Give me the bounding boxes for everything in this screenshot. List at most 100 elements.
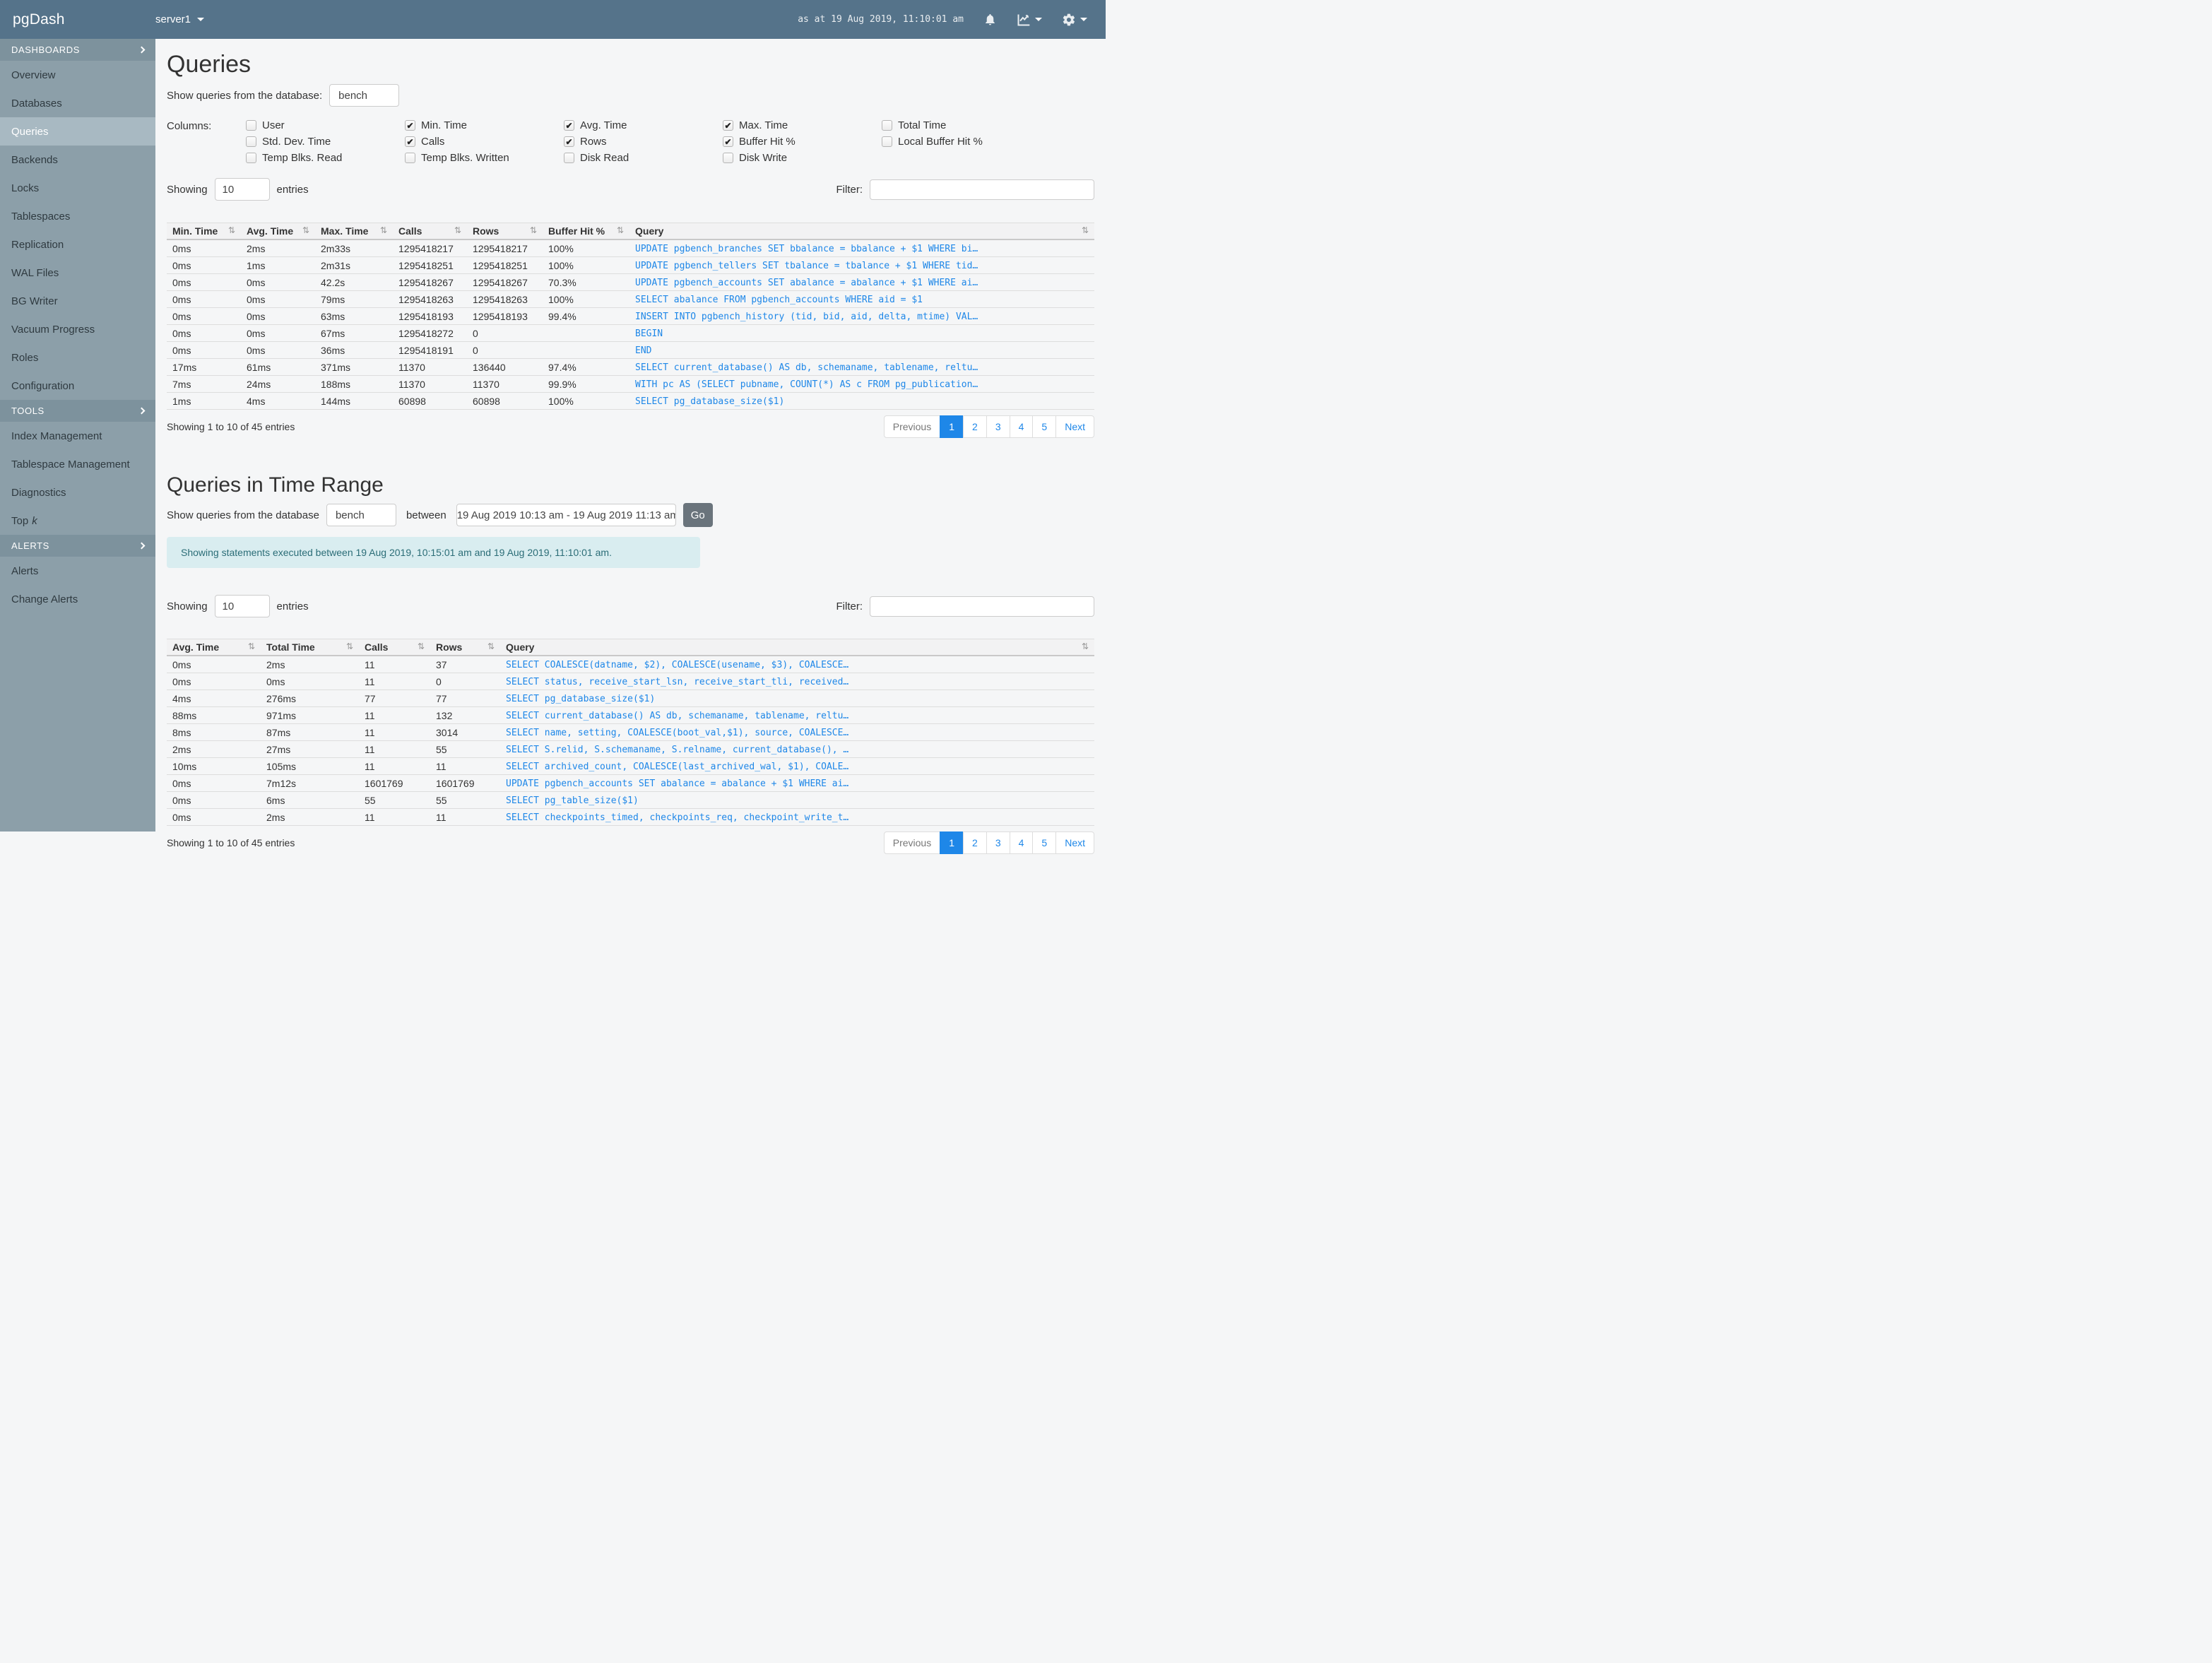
checkbox-box[interactable] — [882, 119, 892, 131]
col-header-query[interactable]: Query ⇅ — [500, 639, 1094, 656]
col-header-calls[interactable]: Calls ⇅ — [393, 223, 467, 240]
sort-icon[interactable]: ⇅ — [616, 225, 624, 235]
settings-menu-button[interactable] — [1062, 13, 1087, 27]
sidebar-item-configuration[interactable]: Configuration — [11, 379, 75, 392]
sidebar-item-diagnostics[interactable]: Diagnostics — [11, 486, 66, 499]
checkbox-disk-write[interactable]: Disk Write — [723, 152, 882, 164]
pagination-page-4[interactable]: 4 — [1009, 832, 1034, 854]
query-link[interactable]: SELECT current_database() AS db, scheman… — [635, 362, 978, 373]
sort-icon[interactable]: ⇅ — [1081, 225, 1089, 235]
checkbox-std-dev-time[interactable]: Std. Dev. Time — [246, 136, 405, 148]
col-header-query[interactable]: Query ⇅ — [629, 223, 1094, 240]
col-header-buffer-hit[interactable]: Buffer Hit % ⇅ — [543, 223, 629, 240]
checkbox-box[interactable]: ✔ — [405, 119, 415, 131]
sidebar-item-bg-writer[interactable]: BG Writer — [11, 295, 58, 307]
query-link[interactable]: SELECT S.relid, S.schemaname, S.relname,… — [506, 745, 849, 755]
sidebar-item-wal-files[interactable]: WAL Files — [11, 266, 59, 279]
filter-input[interactable] — [870, 596, 1094, 617]
pagination-previous[interactable]: Previous — [883, 832, 941, 854]
sort-icon[interactable]: ⇅ — [345, 641, 353, 651]
checkbox-box[interactable] — [564, 152, 574, 163]
sort-icon[interactable]: ⇅ — [417, 641, 425, 651]
pagination-page-3[interactable]: 3 — [986, 415, 1010, 438]
checkbox-box[interactable] — [723, 152, 733, 163]
sidebar-section-dashboards[interactable]: DASHBOARDS — [0, 39, 155, 61]
sidebar-item-replication[interactable]: Replication — [11, 238, 64, 251]
sidebar-item-overview[interactable]: Overview — [11, 69, 56, 81]
query-link[interactable]: SELECT COALESCE(datname, $2), COALESCE(u… — [506, 660, 849, 670]
page-size-input[interactable] — [214, 178, 270, 201]
pagination-page-3[interactable]: 3 — [986, 832, 1010, 854]
pagination-page-2[interactable]: 2 — [963, 832, 987, 854]
col-header-min-time[interactable]: Min. Time ⇅ — [167, 223, 241, 240]
pagination-page-5[interactable]: 5 — [1032, 415, 1057, 438]
checkbox-rows[interactable]: ✔ Rows — [564, 136, 723, 148]
query-link[interactable]: SELECT pg_table_size($1) — [506, 795, 639, 806]
pagination-page-1[interactable]: 1 — [940, 832, 964, 854]
sort-icon[interactable]: ⇅ — [247, 641, 255, 651]
checkbox-buffer-hit[interactable]: ✔ Buffer Hit % — [723, 136, 882, 148]
checkbox-temp-blks-read[interactable]: Temp Blks. Read — [246, 152, 405, 164]
server-selector[interactable]: server1 — [155, 13, 205, 25]
col-header-max-time[interactable]: Max. Time ⇅ — [315, 223, 393, 240]
checkbox-box[interactable] — [246, 136, 256, 147]
checkbox-box[interactable]: ✔ — [723, 136, 733, 147]
query-link[interactable]: WITH pc AS (SELECT pubname, COUNT(*) AS … — [635, 379, 978, 390]
sidebar-item-locks[interactable]: Locks — [11, 182, 40, 194]
col-header-rows[interactable]: Rows ⇅ — [467, 223, 543, 240]
pagination-next[interactable]: Next — [1055, 415, 1094, 438]
checkbox-user[interactable]: User — [246, 119, 405, 131]
sidebar-item-tablespace-management[interactable]: Tablespace Management — [11, 458, 130, 471]
pagination-page-2[interactable]: 2 — [963, 415, 987, 438]
charts-menu-button[interactable] — [1017, 13, 1042, 27]
query-link[interactable]: SELECT archived_count, COALESCE(last_arc… — [506, 762, 849, 772]
checkbox-avg-time[interactable]: ✔ Avg. Time — [564, 119, 723, 131]
pagination-page-4[interactable]: 4 — [1009, 415, 1034, 438]
query-link[interactable]: END — [635, 345, 652, 356]
col-header-avg-time[interactable]: Avg. Time ⇅ — [241, 223, 315, 240]
checkbox-box[interactable]: ✔ — [564, 119, 574, 131]
col-header-avg-time[interactable]: Avg. Time ⇅ — [167, 639, 261, 656]
pagination-page-5[interactable]: 5 — [1032, 832, 1057, 854]
query-link[interactable]: INSERT INTO pgbench_history (tid, bid, a… — [635, 312, 978, 322]
checkbox-box[interactable] — [405, 152, 415, 163]
checkbox-calls[interactable]: ✔ Calls — [405, 136, 564, 148]
query-link[interactable]: UPDATE pgbench_accounts SET abalance = a… — [635, 278, 978, 288]
sidebar-item-top-k[interactable]: Top k — [11, 514, 37, 527]
sidebar-item-roles[interactable]: Roles — [11, 351, 39, 364]
pagination-page-1[interactable]: 1 — [940, 415, 964, 438]
checkbox-box[interactable]: ✔ — [564, 136, 574, 147]
checkbox-disk-read[interactable]: Disk Read — [564, 152, 723, 164]
sort-icon[interactable]: ⇅ — [529, 225, 537, 235]
sidebar-item-backends[interactable]: Backends — [11, 153, 58, 166]
checkbox-box[interactable] — [246, 152, 256, 163]
checkbox-max-time[interactable]: ✔ Max. Time — [723, 119, 882, 131]
sidebar-item-vacuum-progress[interactable]: Vacuum Progress — [11, 323, 95, 336]
query-link[interactable]: SELECT pg_database_size($1) — [635, 396, 785, 407]
sidebar-item-queries[interactable]: Queries — [0, 117, 155, 146]
checkbox-local-buffer-hit[interactable]: Local Buffer Hit % — [882, 136, 1041, 148]
notifications-bell-button[interactable] — [983, 13, 997, 26]
query-link[interactable]: SELECT name, setting, COALESCE(boot_val,… — [506, 728, 849, 738]
sidebar-item-tablespaces[interactable]: Tablespaces — [11, 210, 71, 223]
checkbox-box[interactable] — [246, 119, 256, 131]
database-input[interactable] — [329, 84, 400, 107]
query-link[interactable]: BEGIN — [635, 329, 663, 339]
sort-icon[interactable]: ⇅ — [454, 225, 461, 235]
database-input-time-range[interactable] — [326, 504, 396, 526]
query-link[interactable]: UPDATE pgbench_accounts SET abalance = a… — [506, 779, 849, 789]
checkbox-total-time[interactable]: Total Time — [882, 119, 1041, 131]
go-button[interactable]: Go — [682, 503, 713, 527]
checkbox-box[interactable] — [882, 136, 892, 147]
sidebar-section-alerts[interactable]: ALERTS — [0, 535, 155, 557]
query-link[interactable]: SELECT abalance FROM pgbench_accounts WH… — [635, 295, 923, 305]
sort-icon[interactable]: ⇅ — [487, 641, 495, 651]
sidebar-item-index-management[interactable]: Index Management — [11, 430, 102, 442]
date-range-input[interactable] — [456, 504, 676, 526]
query-link[interactable]: SELECT status, receive_start_lsn, receiv… — [506, 677, 849, 687]
checkbox-box[interactable]: ✔ — [405, 136, 415, 147]
sort-icon[interactable]: ⇅ — [302, 225, 309, 235]
sidebar-section-tools[interactable]: TOOLS — [0, 400, 155, 422]
query-link[interactable]: UPDATE pgbench_tellers SET tbalance = tb… — [635, 261, 978, 271]
filter-input[interactable] — [870, 179, 1094, 200]
